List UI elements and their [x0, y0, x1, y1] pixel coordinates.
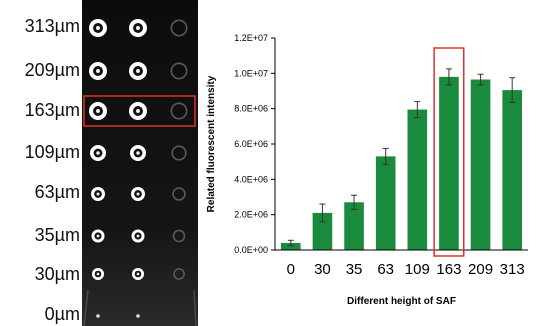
- array-spot-core: [96, 69, 100, 73]
- array-spot-core: [136, 109, 140, 113]
- row-label-35: 35µm: [34, 225, 80, 245]
- x-tick-label-109: 109: [405, 261, 430, 278]
- bar-0: [281, 242, 301, 250]
- x-tick-label-313: 313: [500, 261, 525, 278]
- array-edge-lines: [83, 289, 197, 326]
- row-label-163: 163µm: [24, 100, 80, 120]
- array-spot-core: [96, 109, 100, 113]
- y-axis-ticks: 0.0E+00 2.0E+06 4.0E+06 6.0E+06 8.0E+06 1.0E+…: [234, 33, 275, 255]
- bar-63: [375, 156, 396, 250]
- array-spot-core: [96, 192, 100, 196]
- array-spot-core: [96, 26, 100, 30]
- bar-163: [439, 76, 459, 250]
- array-spot-core: [136, 69, 140, 73]
- y-tick-label: 0.0E+00: [234, 245, 268, 255]
- x-tick-label-30: 30: [314, 261, 331, 278]
- bars: [281, 68, 522, 251]
- x-axis-label: Different height of SAF: [347, 296, 456, 307]
- array-spot-core: [136, 272, 140, 276]
- highlight-box: [83, 95, 196, 127]
- y-tick-label: 1.2E+07: [234, 33, 268, 43]
- array-spot: [96, 314, 100, 318]
- array-spot: [136, 314, 140, 318]
- y-tick-label: 2.0E+06: [234, 210, 268, 220]
- row-label-30: 30µm: [34, 264, 80, 284]
- array-spot-core: [96, 151, 100, 155]
- y-axis-label: Related fluorescent intensity: [206, 75, 217, 212]
- fluorescence-array-image: [82, 0, 198, 326]
- array-spot-faint: [172, 229, 186, 243]
- y-tick-label: 4.0E+06: [234, 174, 268, 184]
- row-label-0: 0µm: [44, 304, 80, 324]
- y-tick-label: 8.0E+06: [234, 104, 268, 114]
- array-spot-core: [96, 272, 100, 276]
- x-tick-label-63: 63: [377, 261, 394, 278]
- spot-grid: [89, 19, 188, 318]
- array-spot-core: [136, 192, 140, 196]
- row-label-63: 63µm: [34, 182, 80, 202]
- array-spot-core: [136, 26, 140, 30]
- array-spot-faint: [171, 145, 187, 161]
- array-spot-faint: [170, 62, 188, 80]
- x-tick-label-0: 0: [287, 261, 295, 278]
- bar-109: [407, 109, 428, 250]
- array-spot-faint: [172, 187, 186, 201]
- row-label-209: 209µm: [24, 60, 80, 80]
- row-labels: 313µm 209µm 163µm 109µm 63µm 35µm 30µm 0…: [0, 0, 80, 326]
- array-spot-faint: [173, 268, 185, 280]
- x-tick-label-163: 163: [436, 261, 461, 278]
- x-tick-label-35: 35: [346, 261, 363, 278]
- array-spot-core: [96, 234, 100, 238]
- bar-highlight-box: [433, 47, 465, 257]
- array-spot-core: [136, 151, 140, 155]
- y-tick-label: 1.0E+07: [234, 68, 268, 78]
- row-label-313: 313µm: [24, 16, 80, 36]
- bar-209: [470, 79, 491, 251]
- x-tick-labels: 0 30 35 63 109 163 209 313: [287, 261, 525, 278]
- array-spot-faint: [170, 102, 188, 120]
- bar-35: [344, 202, 364, 250]
- bar-30: [312, 212, 333, 250]
- bar-313: [502, 90, 522, 250]
- x-tick-label-209: 209: [468, 261, 493, 278]
- bar-chart: 0.0E+00 2.0E+06 4.0E+06 6.0E+06 8.0E+06 1.0E+…: [206, 33, 528, 307]
- array-spot-faint: [170, 19, 188, 37]
- array-spot-core: [136, 234, 140, 238]
- row-label-109: 109µm: [24, 142, 80, 162]
- y-tick-label: 6.0E+06: [234, 139, 268, 149]
